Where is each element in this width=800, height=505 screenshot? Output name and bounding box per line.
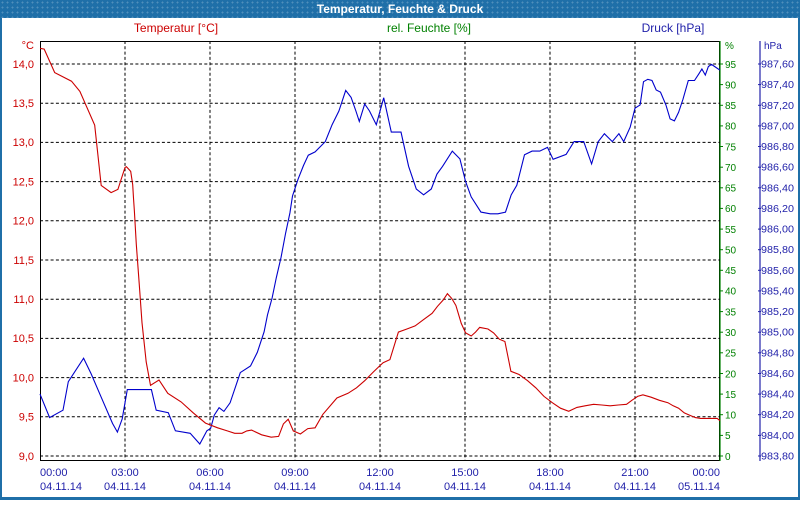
svg-text:25: 25 — [725, 349, 737, 360]
svg-text:03:00: 03:00 — [111, 467, 139, 479]
svg-text:986,00: 986,00 — [761, 225, 794, 236]
svg-text:18:00: 18:00 — [536, 467, 564, 479]
svg-text:984,60: 984,60 — [761, 369, 794, 380]
svg-text:12,0: 12,0 — [13, 216, 34, 228]
svg-text:984,00: 984,00 — [761, 431, 794, 442]
svg-text:0: 0 — [725, 452, 731, 463]
svg-text:985,60: 985,60 — [761, 266, 794, 277]
svg-text:55: 55 — [725, 225, 737, 236]
svg-text:984,20: 984,20 — [761, 410, 794, 421]
svg-text:45: 45 — [725, 266, 737, 277]
svg-text:983,80: 983,80 — [761, 452, 794, 463]
svg-text:11,0: 11,0 — [13, 294, 34, 306]
svg-text:65: 65 — [725, 184, 737, 195]
svg-text:5: 5 — [725, 431, 731, 442]
svg-text:04.11.14: 04.11.14 — [274, 481, 316, 493]
svg-text:60: 60 — [725, 204, 737, 215]
svg-text:20: 20 — [725, 369, 737, 380]
svg-text:00:00: 00:00 — [40, 467, 68, 479]
svg-text:987,60: 987,60 — [761, 60, 794, 71]
svg-text:987,20: 987,20 — [761, 101, 794, 112]
svg-text:09:00: 09:00 — [281, 467, 309, 479]
svg-text:986,80: 986,80 — [761, 142, 794, 153]
svg-text:10,5: 10,5 — [13, 333, 34, 345]
svg-text:12,5: 12,5 — [13, 176, 34, 188]
svg-text:985,00: 985,00 — [761, 328, 794, 339]
svg-text:986,20: 986,20 — [761, 204, 794, 215]
svg-text:9,0: 9,0 — [19, 451, 34, 463]
svg-text:50: 50 — [725, 246, 737, 257]
svg-text:985,20: 985,20 — [761, 307, 794, 318]
svg-text:70: 70 — [725, 163, 737, 174]
svg-text:21:00: 21:00 — [621, 467, 649, 479]
svg-text:04.11.14: 04.11.14 — [444, 481, 486, 493]
svg-text:75: 75 — [725, 142, 737, 153]
svg-text:985,40: 985,40 — [761, 286, 794, 297]
svg-text:80: 80 — [725, 122, 737, 133]
svg-text:00:00: 00:00 — [692, 467, 720, 479]
svg-text:04.11.14: 04.11.14 — [104, 481, 146, 493]
svg-text:985,80: 985,80 — [761, 245, 794, 256]
svg-text:%: % — [725, 41, 734, 52]
svg-text:05.11.14: 05.11.14 — [678, 481, 720, 493]
svg-text:04.11.14: 04.11.14 — [359, 481, 401, 493]
svg-text:15: 15 — [725, 390, 737, 401]
svg-text:°C: °C — [22, 40, 34, 52]
svg-text:987,00: 987,00 — [761, 121, 794, 132]
svg-text:04.11.14: 04.11.14 — [614, 481, 656, 493]
svg-text:04.11.14: 04.11.14 — [40, 481, 82, 493]
svg-text:986,60: 986,60 — [761, 163, 794, 174]
svg-text:13,0: 13,0 — [13, 137, 34, 149]
svg-text:14,0: 14,0 — [13, 59, 34, 71]
svg-text:hPa: hPa — [764, 41, 782, 52]
svg-text:04.11.14: 04.11.14 — [189, 481, 231, 493]
svg-text:35: 35 — [725, 307, 737, 318]
svg-text:13,5: 13,5 — [13, 98, 34, 110]
svg-text:15:00: 15:00 — [451, 467, 479, 479]
svg-text:85: 85 — [725, 101, 737, 112]
svg-text:984,40: 984,40 — [761, 390, 794, 401]
svg-text:10: 10 — [725, 411, 737, 422]
svg-text:987,40: 987,40 — [761, 80, 794, 91]
svg-text:11,5: 11,5 — [13, 255, 34, 267]
svg-text:95: 95 — [725, 60, 737, 71]
svg-text:90: 90 — [725, 80, 737, 91]
svg-text:986,40: 986,40 — [761, 183, 794, 194]
svg-text:04.11.14: 04.11.14 — [529, 481, 571, 493]
svg-text:06:00: 06:00 — [196, 467, 224, 479]
svg-text:10,0: 10,0 — [13, 372, 34, 384]
svg-text:30: 30 — [725, 328, 737, 339]
svg-text:12:00: 12:00 — [366, 467, 394, 479]
svg-text:9,5: 9,5 — [19, 412, 34, 424]
svg-text:984,80: 984,80 — [761, 348, 794, 359]
svg-text:40: 40 — [725, 287, 737, 298]
